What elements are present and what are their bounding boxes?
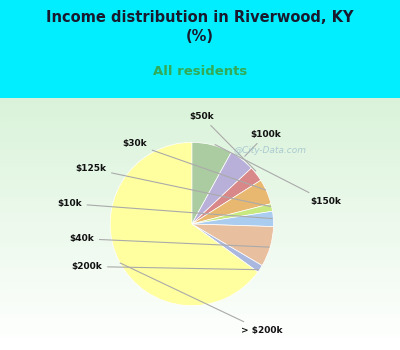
- Bar: [0, 283, 400, 287]
- Bar: [0, 136, 400, 140]
- Bar: [0, 253, 400, 258]
- Text: $125k: $125k: [75, 164, 271, 206]
- Bar: [0, 119, 400, 123]
- Bar: [0, 266, 400, 270]
- Bar: [0, 148, 400, 153]
- Text: $10k: $10k: [57, 199, 272, 218]
- Bar: [0, 165, 400, 169]
- Wedge shape: [192, 142, 231, 224]
- Bar: [0, 153, 400, 157]
- Wedge shape: [192, 224, 262, 272]
- Bar: [0, 228, 400, 232]
- Bar: [0, 308, 400, 312]
- Bar: [0, 161, 400, 165]
- Bar: [0, 312, 400, 316]
- Bar: [0, 249, 400, 253]
- Bar: [0, 329, 400, 333]
- Text: $150k: $150k: [215, 145, 341, 206]
- Bar: [0, 325, 400, 329]
- Bar: [0, 111, 400, 115]
- Bar: [0, 241, 400, 245]
- Bar: [0, 106, 400, 111]
- Bar: [0, 245, 400, 249]
- Bar: [0, 190, 400, 195]
- Bar: [0, 262, 400, 266]
- Bar: [0, 203, 400, 207]
- Bar: [0, 157, 400, 161]
- Wedge shape: [192, 180, 271, 224]
- Bar: [0, 287, 400, 291]
- Text: $100k: $100k: [245, 130, 281, 156]
- Bar: [0, 169, 400, 174]
- Bar: [0, 127, 400, 132]
- Bar: [0, 279, 400, 283]
- Bar: [0, 199, 400, 203]
- Bar: [0, 174, 400, 178]
- Text: All residents: All residents: [153, 65, 247, 78]
- Bar: [0, 342, 400, 346]
- Text: $30k: $30k: [122, 139, 266, 190]
- Bar: [0, 237, 400, 241]
- Bar: [0, 321, 400, 325]
- Bar: [0, 316, 400, 321]
- Bar: [0, 182, 400, 186]
- Bar: [0, 232, 400, 237]
- Text: $50k: $50k: [189, 112, 256, 171]
- Wedge shape: [192, 204, 272, 224]
- Wedge shape: [192, 211, 274, 226]
- Bar: [0, 115, 400, 119]
- Bar: [0, 300, 400, 304]
- Bar: [0, 144, 400, 148]
- Wedge shape: [192, 153, 251, 224]
- Bar: [0, 207, 400, 211]
- Bar: [0, 216, 400, 220]
- Bar: [0, 274, 400, 279]
- Wedge shape: [192, 168, 261, 224]
- Bar: [0, 291, 400, 295]
- Text: > $200k: > $200k: [120, 263, 282, 335]
- Bar: [0, 346, 400, 350]
- Bar: [0, 102, 400, 106]
- Text: $40k: $40k: [69, 234, 269, 247]
- Bar: [0, 220, 400, 224]
- Bar: [0, 211, 400, 216]
- Wedge shape: [192, 224, 274, 266]
- Wedge shape: [110, 142, 258, 306]
- Bar: [0, 178, 400, 182]
- Bar: [0, 333, 400, 337]
- Bar: [0, 140, 400, 144]
- Bar: [0, 195, 400, 199]
- Bar: [0, 186, 400, 190]
- Bar: [0, 295, 400, 300]
- Bar: [0, 270, 400, 274]
- Text: @City-Data.com: @City-Data.com: [233, 146, 306, 155]
- Text: $200k: $200k: [71, 262, 259, 271]
- Bar: [0, 224, 400, 228]
- Bar: [0, 132, 400, 136]
- Text: Income distribution in Riverwood, KY
(%): Income distribution in Riverwood, KY (%): [46, 10, 354, 44]
- Bar: [0, 123, 400, 127]
- Bar: [0, 98, 400, 102]
- Bar: [0, 258, 400, 262]
- Bar: [0, 337, 400, 342]
- Bar: [0, 304, 400, 308]
